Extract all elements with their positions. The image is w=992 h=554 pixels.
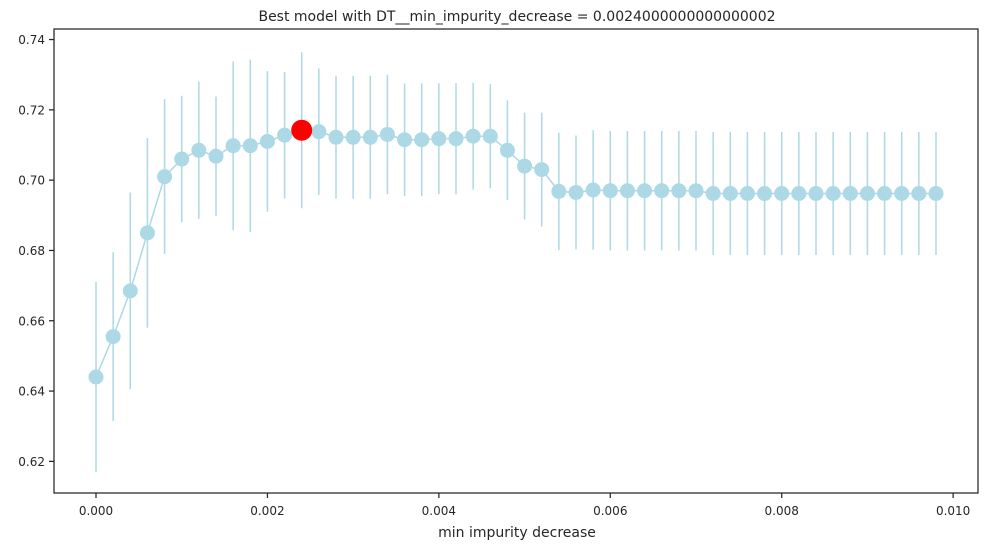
data-point xyxy=(637,183,653,199)
data-point xyxy=(842,186,858,202)
data-point xyxy=(499,142,515,158)
data-point xyxy=(791,186,807,202)
x-axis: 0.000 0.002 0.004 0.006 0.008 0.010 xyxy=(79,493,970,518)
chart-title: Best model with DT__min_impurity_decreas… xyxy=(258,9,775,25)
x-tick-label: 0.000 xyxy=(79,504,113,518)
data-point xyxy=(225,138,241,154)
data-point xyxy=(139,225,155,241)
y-tick-label: 0.70 xyxy=(18,174,45,188)
data-point xyxy=(517,158,533,174)
data-point xyxy=(551,183,567,199)
data-point xyxy=(105,329,121,345)
data-point xyxy=(774,186,790,202)
x-tick-label: 0.002 xyxy=(250,504,284,518)
data-point xyxy=(465,128,481,144)
y-tick-label: 0.64 xyxy=(18,385,45,399)
data-point xyxy=(414,132,430,148)
data-point xyxy=(362,129,378,145)
data-point xyxy=(277,127,293,143)
y-axis: 0.62 0.64 0.66 0.68 0.70 0.72 0.74 xyxy=(18,33,54,469)
y-tick-label: 0.62 xyxy=(18,455,45,469)
data-point xyxy=(671,183,687,199)
marks-layer xyxy=(88,52,944,472)
data-point xyxy=(242,138,258,154)
y-tick-label: 0.74 xyxy=(18,33,45,47)
data-point xyxy=(825,186,841,202)
data-point xyxy=(722,186,738,202)
data-point xyxy=(602,183,618,199)
x-axis-label: min impurity decrease xyxy=(438,525,596,541)
data-point xyxy=(568,184,584,200)
x-tick-label: 0.010 xyxy=(936,504,970,518)
data-point xyxy=(911,186,927,202)
y-tick-label: 0.66 xyxy=(18,314,45,328)
best-model-point xyxy=(291,119,313,141)
data-point xyxy=(688,183,704,199)
y-tick-label: 0.72 xyxy=(18,103,45,117)
data-point xyxy=(894,186,910,202)
data-point xyxy=(877,186,893,202)
y-tick-label: 0.68 xyxy=(18,244,45,258)
data-point xyxy=(739,186,755,202)
data-point xyxy=(757,186,773,202)
data-point xyxy=(379,126,395,142)
data-point xyxy=(328,129,344,145)
data-point xyxy=(431,131,447,147)
data-point xyxy=(174,151,190,167)
data-point xyxy=(397,132,413,148)
data-point xyxy=(448,131,464,147)
x-tick-label: 0.008 xyxy=(765,504,799,518)
data-point xyxy=(88,369,104,385)
data-point xyxy=(705,186,721,202)
data-point xyxy=(157,169,173,185)
x-tick-label: 0.004 xyxy=(422,504,456,518)
data-point xyxy=(259,133,275,149)
plot-frame xyxy=(53,28,979,494)
data-point xyxy=(345,129,361,145)
data-point xyxy=(191,142,207,158)
data-point xyxy=(482,128,498,144)
data-point xyxy=(208,148,224,164)
data-point xyxy=(585,182,601,198)
x-tick-label: 0.006 xyxy=(593,504,627,518)
data-point xyxy=(859,186,875,202)
data-point xyxy=(928,186,944,202)
data-point xyxy=(534,162,550,178)
data-point xyxy=(808,186,824,202)
data-point xyxy=(654,183,670,199)
data-point xyxy=(311,124,327,140)
data-point xyxy=(619,183,635,199)
data-point xyxy=(122,283,138,299)
